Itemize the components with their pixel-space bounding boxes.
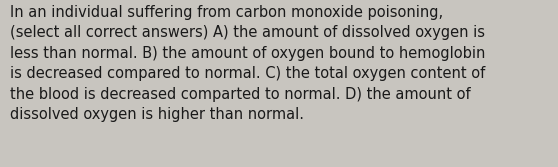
Text: In an individual suffering from carbon monoxide poisoning,
(select all correct a: In an individual suffering from carbon m… (10, 5, 485, 122)
